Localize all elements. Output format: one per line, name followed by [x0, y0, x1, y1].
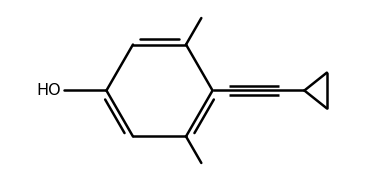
Text: HO: HO — [36, 83, 61, 98]
